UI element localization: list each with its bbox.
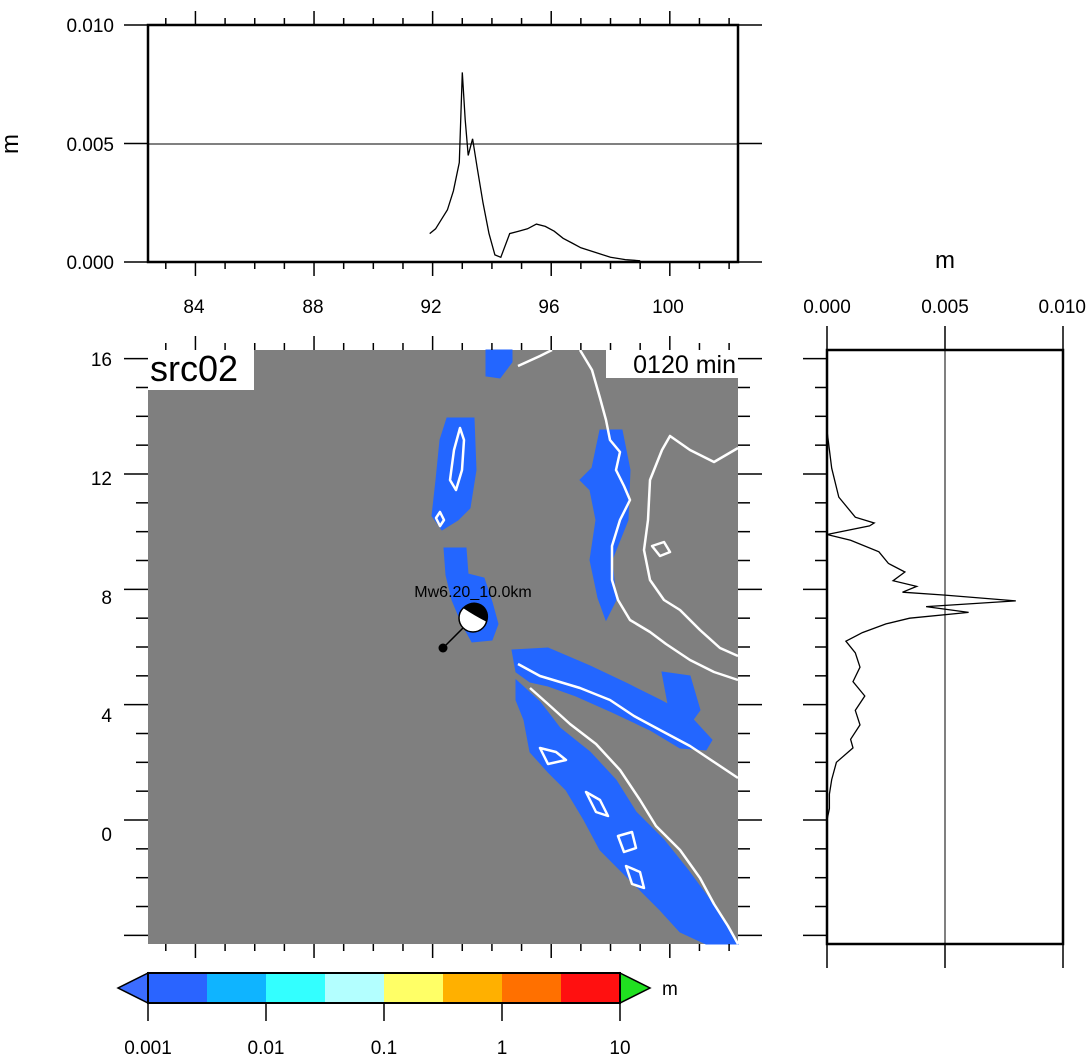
colorbar-over-triangle bbox=[619, 971, 652, 1005]
lon-tick-label: 84 bbox=[183, 297, 205, 318]
coast-thailand bbox=[642, 434, 739, 658]
right-profile-curve bbox=[826, 430, 1016, 821]
colorbar-unit: m bbox=[662, 979, 678, 1000]
colorbar-cell bbox=[325, 973, 385, 1003]
lon-tick-label: 96 bbox=[538, 297, 559, 318]
top-profile-ticks bbox=[124, 11, 762, 276]
time-label-box bbox=[606, 350, 738, 378]
coast-pagai bbox=[624, 864, 646, 890]
colorbar-cell bbox=[207, 973, 267, 1003]
beachball-compression-quadrant bbox=[463, 602, 489, 622]
colorbar-tick-label: 1 bbox=[497, 1038, 508, 1059]
wave-patch-myanmar-coast bbox=[579, 429, 631, 622]
map-ticks bbox=[124, 336, 762, 958]
right-profile-unit: m bbox=[935, 247, 955, 274]
coast-sumatra-west bbox=[529, 687, 740, 945]
lat-tick-label: 8 bbox=[101, 588, 112, 609]
colorbar-cell bbox=[561, 973, 621, 1003]
colorbar-under-triangle bbox=[116, 971, 149, 1005]
right-profile-panel: m 0.000 0.005 0.010 bbox=[803, 247, 1086, 968]
wave-patch-north bbox=[485, 349, 513, 379]
colorbar-cell bbox=[502, 973, 562, 1003]
lat-tick-label: 12 bbox=[91, 469, 112, 490]
map-panel: Mw6.20_10.0km src02 0120 min 16 12 8 4 0 bbox=[91, 336, 762, 958]
wave-patch-sumatra-west bbox=[515, 678, 739, 945]
right-x-tick-label: 0.010 bbox=[1038, 297, 1086, 318]
coast-andaman-island bbox=[448, 426, 466, 492]
top-profile-unit: m bbox=[0, 134, 24, 154]
colorbar-cell bbox=[266, 973, 326, 1003]
event-label: Mw6.20_10.0km bbox=[414, 584, 531, 601]
wave-patch-sumatra-north bbox=[661, 671, 701, 725]
colorbar-cell bbox=[148, 973, 208, 1003]
coast-north bbox=[517, 348, 553, 368]
right-profile-ticks bbox=[803, 326, 1064, 968]
lat-tick-label: 0 bbox=[101, 825, 112, 846]
right-x-tick-label: 0.005 bbox=[921, 297, 969, 318]
colorbar-tick-label: 0.001 bbox=[124, 1038, 172, 1059]
colorbar-tick-label: 10 bbox=[609, 1038, 630, 1059]
source-label-box bbox=[148, 350, 254, 390]
lat-tick-label: 4 bbox=[101, 706, 112, 727]
coast-small-island bbox=[434, 510, 446, 528]
lon-tick-label: 92 bbox=[420, 297, 441, 318]
coast-myanmar bbox=[578, 349, 739, 682]
lon-tick-label: 100 bbox=[652, 297, 684, 318]
time-label: 0120 min bbox=[633, 351, 736, 379]
top-y-tick-label: 0.010 bbox=[66, 16, 114, 37]
colorbar-tick-label: 0.1 bbox=[371, 1038, 397, 1059]
colorbar-cell bbox=[384, 973, 444, 1003]
lat-tick-label: 16 bbox=[91, 350, 112, 371]
coast-simeulue bbox=[538, 746, 568, 766]
top-y-tick-label: 0.005 bbox=[66, 135, 114, 156]
top-y-tick-label: 0.000 bbox=[66, 253, 114, 274]
lon-tick-label: 88 bbox=[302, 297, 323, 318]
wave-patch-andaman-west bbox=[431, 417, 477, 531]
coast-nias bbox=[584, 790, 610, 818]
epicenter-dot bbox=[438, 643, 448, 653]
coastlines bbox=[434, 348, 740, 945]
coast-sumatra-north bbox=[517, 662, 739, 780]
colorbar-cells bbox=[148, 973, 621, 1003]
colorbar-cell bbox=[443, 973, 503, 1003]
right-x-tick-label: 0.000 bbox=[803, 297, 851, 318]
coast-island bbox=[650, 540, 672, 558]
focal-mechanism-beachball-icon[interactable] bbox=[458, 602, 489, 633]
colorbar-ticks bbox=[147, 1003, 621, 1021]
source-label: src02 bbox=[150, 348, 238, 389]
colorbar: 0.001 0.01 0.1 1 10 m bbox=[116, 971, 678, 1059]
coast-siberut bbox=[616, 830, 638, 854]
epicenter-marker[interactable]: Mw6.20_10.0km bbox=[414, 584, 532, 653]
top-profile-panel: 0.010 0.005 0.000 m 84 88 92 96 100 bbox=[0, 11, 762, 318]
top-profile-curve bbox=[429, 72, 641, 262]
colorbar-tick-label: 0.01 bbox=[248, 1038, 285, 1059]
